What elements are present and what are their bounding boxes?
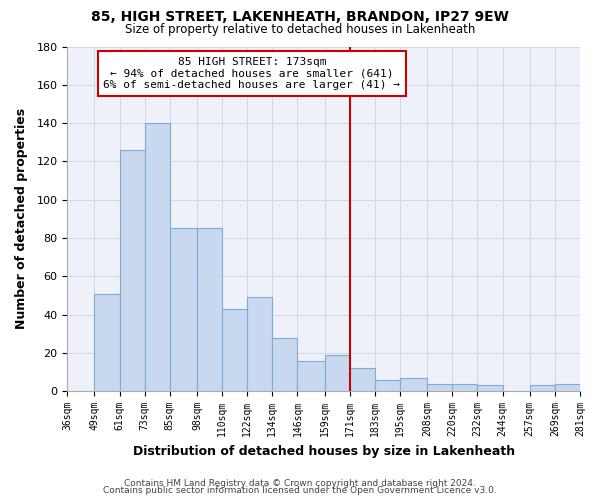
Text: 85, HIGH STREET, LAKENHEATH, BRANDON, IP27 9EW: 85, HIGH STREET, LAKENHEATH, BRANDON, IP… [91,10,509,24]
Text: Contains public sector information licensed under the Open Government Licence v3: Contains public sector information licen… [103,486,497,495]
Bar [272,338,298,391]
Bar [478,386,503,391]
Bar [530,386,555,391]
Bar [375,380,400,391]
X-axis label: Distribution of detached houses by size in Lakenheath: Distribution of detached houses by size … [133,444,515,458]
Bar [555,384,580,391]
Bar [247,298,272,391]
Text: Size of property relative to detached houses in Lakenheath: Size of property relative to detached ho… [125,22,475,36]
Bar [400,378,427,391]
Bar [325,355,350,391]
Bar [170,228,197,391]
Bar [119,150,145,391]
Bar [350,368,375,391]
Bar [452,384,478,391]
Bar [197,228,222,391]
Text: 85 HIGH STREET: 173sqm
← 94% of detached houses are smaller (641)
6% of semi-det: 85 HIGH STREET: 173sqm ← 94% of detached… [103,57,400,90]
Bar [222,309,247,391]
Bar [427,384,452,391]
Bar [298,360,325,391]
Text: Contains HM Land Registry data © Crown copyright and database right 2024.: Contains HM Land Registry data © Crown c… [124,478,476,488]
Bar [145,123,170,391]
Y-axis label: Number of detached properties: Number of detached properties [15,108,28,330]
Bar [94,294,119,391]
